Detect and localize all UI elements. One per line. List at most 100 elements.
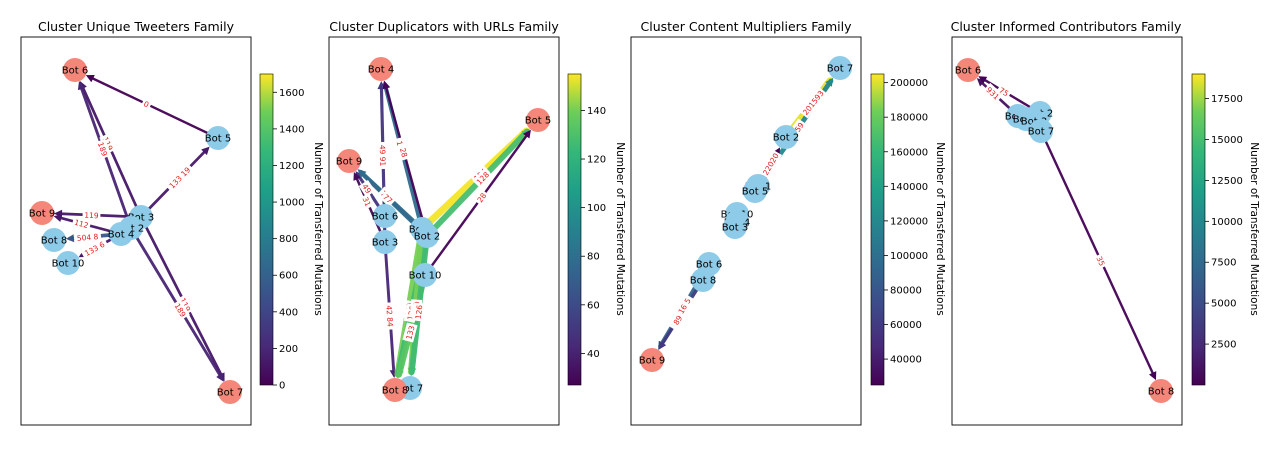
node-label: Bot 6 [372,212,398,223]
colorbar-tick: 120000 [884,216,928,227]
edge-label: 201593 [799,87,827,119]
node-label: Bot 7 [1028,127,1054,138]
colorbar-tick: 0 [273,381,285,392]
colorbar-tick: 60 [581,300,600,311]
node-bot-9: Bot 9 [29,201,55,225]
node-label: Bot 9 [336,157,362,168]
node-label: Bot 7 [217,388,243,399]
edge-layer [353,81,530,379]
edge-label: 22020 [759,150,782,179]
colorbar-tick-label: 12500 [1211,176,1243,187]
colorbar-tick: 800 [273,234,298,245]
edge-bot-10-to-bot-5 [425,133,529,275]
panel-content-multipliers: Cluster Content Multipliers Family 20159… [631,19,946,425]
panel-title: Cluster Content Multipliers Family [641,19,853,34]
colorbar: 4000060000800001000001200001400001600001… [871,74,946,385]
node-label: Bot 2 [414,232,440,243]
node-bot-8: Bot 8 [1148,379,1174,403]
colorbar-tick: 40000 [884,355,922,366]
colorbar-tick-label: 7500 [1211,258,1236,269]
colorbar-axis-label: Number of Transferred Mutations [312,142,324,315]
edge-bot-5-to-bot-6 [89,77,218,138]
colorbar-tick: 140 [581,106,606,117]
node-label: Bot 4 [368,65,394,76]
colorbar-tick: 17500 [1205,94,1243,105]
colorbar-ticks: 40 60 80 100 120 140 [581,106,606,360]
colorbar-tick-label: 140000 [890,182,928,193]
colorbar-tick-label: 40000 [890,355,922,366]
colorbar-tick: 140000 [884,182,928,193]
colorbar-tick: 1200 [273,161,304,172]
colorbar-tick-label: 15000 [1211,135,1243,146]
node-label: Bot 8 [690,276,716,287]
plot-frame [952,37,1182,425]
node-bot-6: Bot 6 [372,204,398,228]
colorbar-tick: 400 [273,307,298,318]
node-bot-9: Bot 9 [639,348,665,372]
node-label: Bot 5 [525,116,551,127]
colorbar-tick-label: 100000 [890,251,928,262]
panel-duplicators-with-urls: Cluster Duplicators with URLs Family 49 … [329,19,626,425]
edge-label-text: 49 91 [378,145,387,167]
colorbar-tick-label: 100 [587,203,606,214]
colorbar-tick: 60000 [884,320,922,331]
colorbar-gradient [568,74,581,385]
colorbar-tick: 80 [581,252,600,263]
node-label: Bot 8 [382,386,408,397]
edge-label-text: 119 [84,211,99,221]
colorbar-tick-label: 120 [587,155,606,166]
edge-label: 133 19 [165,162,195,192]
colorbar-tick-label: 2500 [1211,340,1236,351]
colorbar-tick: 12500 [1205,176,1243,187]
colorbar-tick: 7500 [1205,258,1236,269]
node-bot-5: Bot 5 [205,126,231,150]
node-label: Bot 2 [773,133,799,144]
node-label: Bot 8 [1148,387,1174,398]
colorbar-tick: 1000 [273,198,304,209]
node-bot-8: Bot 8 [41,228,67,252]
colorbar-tick: 200 [273,344,298,355]
colorbar-tick-label: 40 [587,349,600,360]
edge-label: 126 [412,303,425,322]
node-bot-10: Bot 10 [52,251,85,275]
colorbar-tick: 180000 [884,113,928,124]
colorbar-tick-label: 600 [279,271,298,282]
node-bot-6: Bot 6 [62,58,88,82]
plot-frame [329,37,559,425]
colorbar-tick-label: 1600 [279,88,304,99]
edge-label: 35 [1093,253,1109,270]
panel-title: Cluster Duplicators with URLs Family [329,19,559,34]
edge-label-text: 42 84 [384,305,394,327]
colorbar-tick-label: 1200 [279,161,304,172]
colorbar-tick: 600 [273,271,298,282]
panel-title: Cluster Unique Tweeters Family [38,19,235,34]
node-label: Bot 6 [62,66,88,77]
edge-label-text: 126 [414,304,425,319]
colorbar-tick-label: 17500 [1211,94,1243,105]
edge-label-text: 504 8 [76,232,98,243]
edge-label: 49 91 [377,142,389,169]
colorbar-tick-label: 60000 [890,320,922,331]
node-bot-4: Bot 4 [368,57,394,81]
colorbar-tick-label: 160000 [890,147,928,158]
node-label: Bot 3 [722,223,748,234]
colorbar-tick: 1600 [273,88,304,99]
node-label: Bot 9 [639,356,665,367]
colorbar-tick: 120 [581,155,606,166]
colorbar-tick-label: 0 [279,381,285,392]
colorbar-gradient [260,74,273,385]
colorbar-tick-label: 5000 [1211,299,1236,310]
node-label: Bot 5 [742,187,768,198]
colorbar-tick-label: 1400 [279,124,304,135]
colorbar-tick: 200000 [884,78,928,89]
colorbar-tick: 2500 [1205,340,1236,351]
colorbar-gradient [1192,74,1205,385]
colorbar-tick-label: 120000 [890,216,928,227]
node-label: Bot 9 [29,209,55,220]
panel-informed-contributors: Cluster Informed Contributors Family 931… [951,19,1260,425]
node-label: Bot 10 [52,259,85,270]
edge-label-text: 22020 [761,151,781,176]
